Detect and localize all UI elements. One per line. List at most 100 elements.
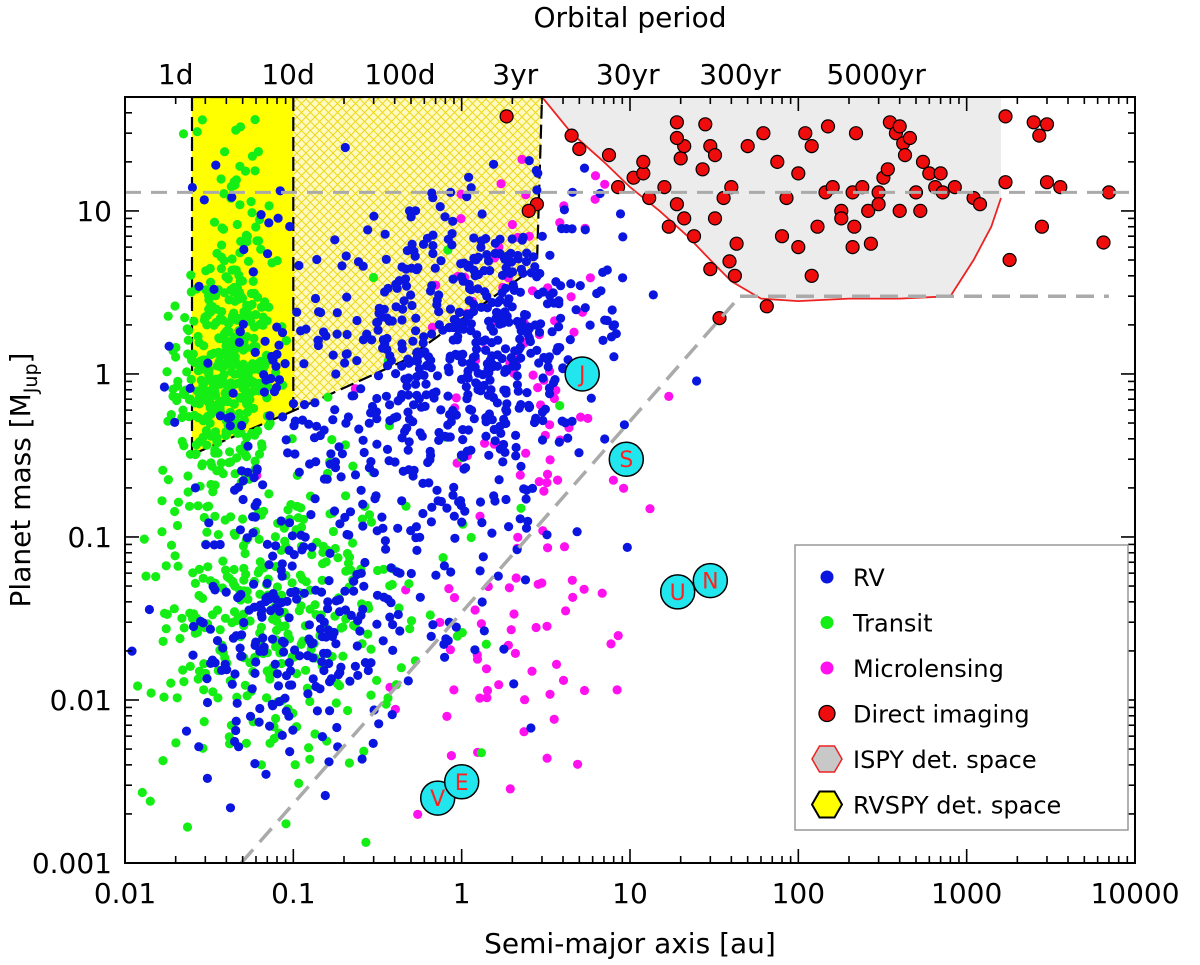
transit-point	[555, 401, 565, 411]
rv-point	[230, 669, 240, 679]
microlensing-point	[545, 420, 555, 430]
rv-point	[529, 417, 540, 428]
planet-marker	[564, 356, 600, 392]
direct-imaging-point	[902, 130, 918, 146]
rv-point	[317, 657, 327, 667]
microlensing-point	[543, 543, 553, 553]
transit-point	[158, 756, 168, 766]
rv-point	[385, 612, 395, 622]
microlensing-point	[451, 393, 461, 403]
rv-point	[250, 501, 260, 511]
rv-point	[461, 382, 471, 392]
rv-point	[194, 742, 204, 752]
transit-point	[206, 458, 216, 468]
microlensing-point	[537, 578, 547, 588]
transit-point	[168, 391, 178, 401]
transit-point	[363, 629, 373, 639]
rv-point	[392, 567, 402, 577]
rv-point	[383, 594, 393, 604]
rv-point	[290, 449, 300, 459]
transit-point	[296, 522, 307, 532]
rv-point	[415, 532, 425, 542]
transit-point	[272, 582, 282, 592]
rv-point	[258, 480, 268, 490]
transit-point	[202, 502, 212, 512]
direct-imaging-point	[913, 203, 928, 218]
rv-point	[350, 470, 361, 480]
transit-point	[223, 396, 233, 407]
transit-point	[264, 670, 275, 680]
rv-point	[284, 711, 294, 721]
rv-point	[271, 541, 281, 551]
y-axis-label-sub: Jup	[20, 363, 42, 394]
transit-point	[208, 487, 218, 497]
rv-point	[226, 412, 236, 422]
direct-imaging-point	[601, 148, 617, 163]
rv-point	[381, 254, 391, 264]
transit-point	[249, 403, 259, 413]
rv-point	[164, 341, 174, 351]
transit-point	[162, 609, 172, 620]
rv-point	[331, 369, 341, 379]
direct-imaging-point	[707, 211, 723, 226]
direct-imaging-point	[861, 203, 876, 218]
rv-point	[555, 343, 565, 353]
transit-point	[265, 418, 275, 428]
rv-point	[492, 398, 502, 408]
legend-label: RVSPY det. space	[853, 792, 1061, 820]
rv-point	[345, 507, 356, 517]
rv-point	[312, 254, 322, 265]
microlensing-point	[527, 666, 537, 676]
rv-point	[491, 313, 501, 324]
rv-point	[487, 528, 497, 538]
transit-point	[208, 687, 218, 697]
rv-point	[322, 648, 332, 658]
transit-point	[214, 347, 224, 357]
rv-point	[513, 386, 523, 396]
transit-point	[161, 561, 171, 571]
microlensing-point	[480, 438, 490, 448]
rv-point	[332, 308, 342, 318]
rv-point	[358, 435, 368, 445]
rv-point	[248, 267, 258, 277]
legend-marker	[820, 616, 834, 629]
transit-point	[249, 288, 260, 298]
rv-point	[481, 431, 491, 441]
rv-point	[397, 344, 407, 354]
rv-point	[543, 362, 553, 372]
transit-point	[182, 367, 192, 377]
rv-point	[481, 413, 491, 423]
transit-point	[178, 665, 188, 675]
rvspy-region-border	[190, 97, 544, 457]
rv-point	[360, 658, 370, 668]
direct-imaging-point	[657, 180, 672, 195]
rv-point	[342, 329, 352, 340]
rv-point	[528, 252, 539, 262]
transit-point	[256, 356, 266, 366]
direct-imaging-point	[759, 299, 774, 314]
rv-point	[279, 638, 289, 648]
rv-point	[334, 442, 344, 452]
direct-imaging-point	[703, 262, 718, 277]
rv-point	[209, 284, 219, 294]
transit-point	[295, 570, 305, 580]
rv-point	[515, 334, 525, 344]
microlensing-point	[446, 751, 456, 761]
transit-point	[193, 331, 203, 342]
rv-point	[514, 403, 524, 413]
solar-system-planet: S	[608, 441, 645, 477]
direct-imaging-point	[636, 154, 651, 169]
transit-point	[368, 272, 379, 283]
rv-point	[428, 620, 438, 630]
rv-point	[277, 328, 288, 338]
rv-point	[273, 681, 284, 691]
rv-point	[231, 716, 241, 726]
rv-point	[602, 265, 612, 275]
rv-point	[497, 353, 507, 364]
rv-point	[267, 634, 278, 644]
transit-point	[158, 465, 168, 475]
transit-point	[206, 277, 216, 287]
microlensing-point	[531, 622, 541, 633]
rv-point	[477, 518, 487, 528]
transit-point	[227, 311, 238, 321]
